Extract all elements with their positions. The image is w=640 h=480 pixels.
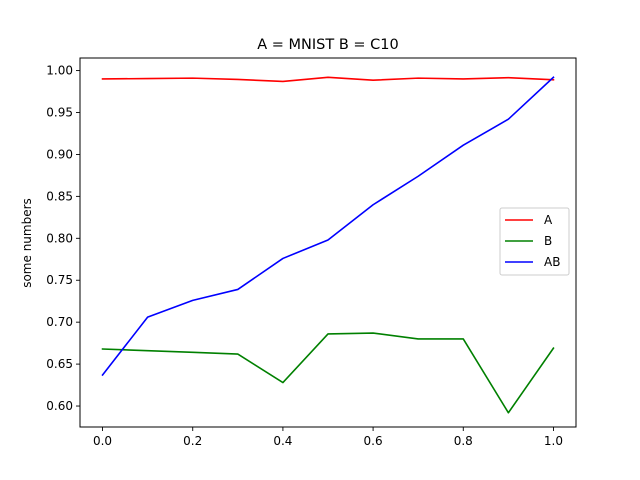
legend-box [499, 207, 570, 276]
y-tick-label: 0.70 [46, 315, 73, 329]
x-tick-label: 0.2 [183, 434, 202, 448]
x-tick-label: 0.0 [93, 434, 112, 448]
y-tick-label: 0.80 [46, 231, 73, 245]
y-tick-label: 0.95 [46, 106, 73, 120]
y-tick-label: 0.85 [46, 189, 73, 203]
chart-title: A = MNIST B = C10 [257, 37, 398, 53]
axes: 0.0 0.2 0.4 0.6 0.8 1.0 0.60 0.65 0.70 0.75 0.80 0.… [46, 64, 563, 448]
y-tick-label: 0.60 [46, 399, 73, 413]
plot-area [101, 76, 555, 414]
legend-label-a: A [544, 213, 553, 227]
x-tick-label: 0.4 [273, 434, 292, 448]
legend: AB AB [499, 207, 570, 276]
x-tick-label: 1.0 [544, 434, 563, 448]
y-tick-label: 0.75 [46, 273, 73, 287]
y-axis-label: some numbers [20, 198, 34, 288]
y-tick-label: 0.65 [46, 357, 73, 371]
series-line-b [101, 332, 555, 414]
y-tick-label: 1.00 [46, 64, 73, 78]
series-line-a [101, 76, 555, 83]
y-tick-label: 0.90 [46, 147, 73, 161]
x-tick-label: 0.8 [454, 434, 473, 448]
plot-frame [79, 57, 577, 428]
series-line-ab [101, 76, 555, 377]
x-tick-label: 0.6 [364, 434, 383, 448]
legend-label-ab: AB [544, 255, 560, 269]
legend-label-b: B [544, 234, 552, 248]
